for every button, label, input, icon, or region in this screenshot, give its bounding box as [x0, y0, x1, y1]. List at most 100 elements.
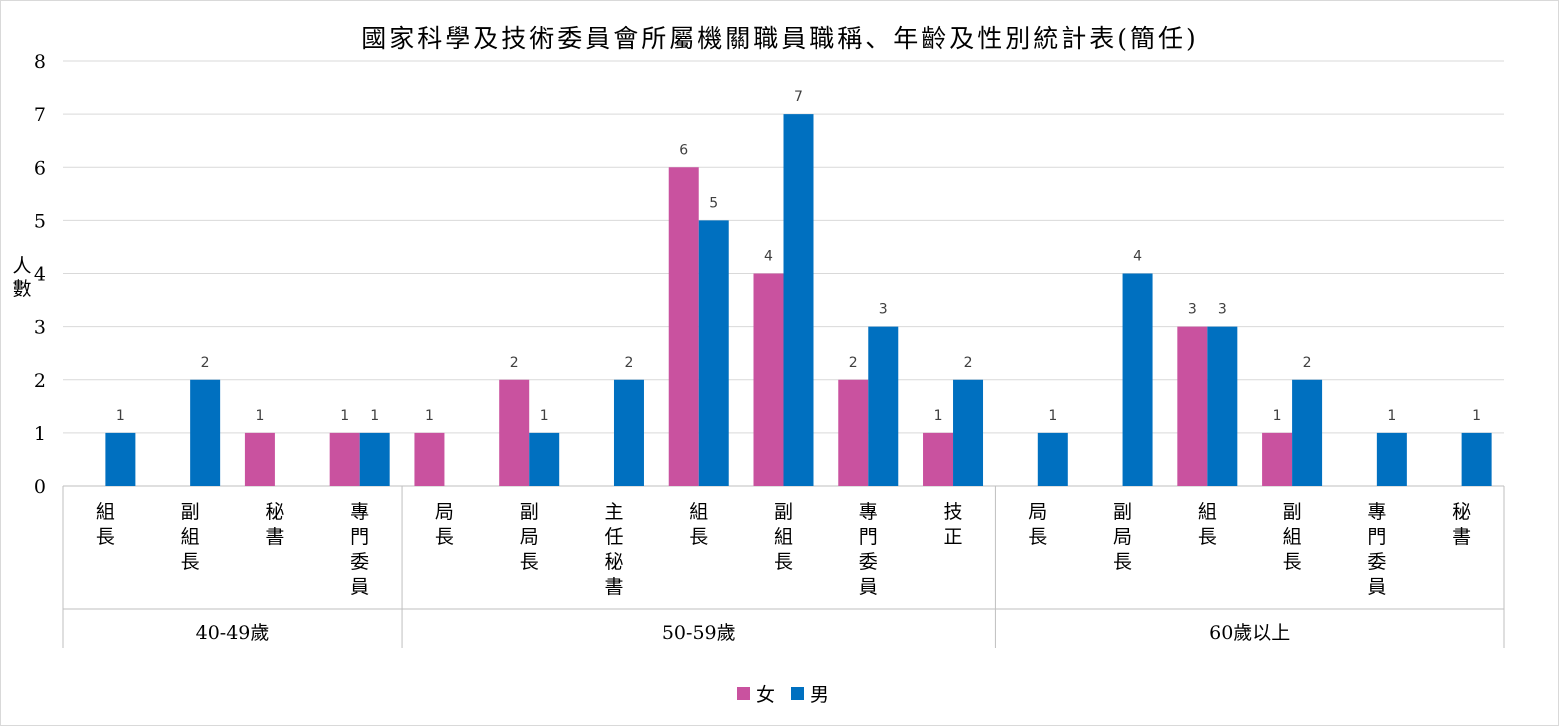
- data-labels: 1 2 1 1 1 1 2 1 2 6 5 4 7 2 3 1 2 1 4 3 3 1 2 1 1: [116, 89, 1481, 424]
- data-label: 1: [540, 408, 549, 424]
- data-label: 6: [679, 142, 688, 158]
- x-group-label: 40-49歲: [196, 622, 270, 644]
- legend-swatch: [737, 687, 750, 700]
- x-category-label: 長: [1028, 526, 1047, 548]
- x-category-label: 局: [1028, 501, 1047, 523]
- bar-female: [499, 379, 530, 486]
- x-category-label: 門: [350, 526, 369, 548]
- x-category-label: 局: [435, 501, 454, 523]
- bar-female: [838, 379, 869, 486]
- x-category-label: 組: [96, 501, 115, 523]
- x-category-label: 副: [1113, 501, 1132, 523]
- x-category-label: 員: [859, 576, 878, 598]
- bar-male: [1292, 379, 1323, 486]
- x-category-label: 門: [1367, 526, 1386, 548]
- data-label: 1: [340, 408, 349, 424]
- data-label: 2: [201, 355, 210, 371]
- x-category-label: 副: [1283, 501, 1302, 523]
- data-label: 4: [764, 249, 773, 265]
- x-category-label: 長: [520, 551, 539, 573]
- x-category-label: 組: [1283, 526, 1302, 548]
- x-category-label: 門: [859, 526, 878, 548]
- x-category-label: 主: [604, 501, 623, 523]
- x-category-label: 書: [1452, 526, 1471, 548]
- x-category-label: 副: [774, 501, 793, 523]
- x-category-label: 組: [1198, 501, 1217, 523]
- bars: [105, 114, 1492, 486]
- y-tick-label: 4: [34, 264, 46, 286]
- bar-male: [783, 114, 814, 486]
- x-category-label: 長: [689, 526, 708, 548]
- data-label: 1: [1273, 408, 1282, 424]
- bar-male: [1376, 432, 1407, 486]
- x-category-label: 副: [181, 501, 200, 523]
- x-category-label: 長: [1283, 551, 1302, 573]
- x-category-label: 組: [181, 526, 200, 548]
- x-category-label: 局: [1113, 526, 1132, 548]
- data-label: 4: [1133, 249, 1142, 265]
- bar-female: [668, 167, 699, 486]
- data-label: 2: [1303, 355, 1312, 371]
- data-label: 2: [849, 355, 858, 371]
- x-category-label: 長: [1198, 526, 1217, 548]
- x-group-label: 60歲以上: [1209, 622, 1290, 644]
- data-label: 2: [625, 355, 634, 371]
- x-category-label: 局: [520, 526, 539, 548]
- x-category-label: 長: [181, 551, 200, 573]
- x-category-label: 長: [774, 551, 793, 573]
- x-category-label: 組: [774, 526, 793, 548]
- x-category-label: 秘: [1452, 501, 1471, 523]
- y-tick-label: 3: [34, 317, 46, 339]
- y-axis-ticks: 0 1 2 3 4 5 6 7 8: [34, 51, 46, 498]
- bar-male: [190, 379, 221, 486]
- chart-title: 國家科學及技術委員會所屬機關職員職稱、年齡及性別統計表(簡任): [361, 24, 1199, 53]
- legend-label: 女: [756, 684, 775, 706]
- bar-female: [244, 432, 275, 486]
- x-category-label: 副: [520, 501, 539, 523]
- x-category-label: 任: [604, 526, 623, 548]
- bar-male: [868, 326, 899, 486]
- data-label: 3: [879, 302, 888, 318]
- y-axis-label: 人數: [12, 255, 31, 300]
- x-category-label: 專: [350, 501, 369, 523]
- legend-swatch: [791, 687, 804, 700]
- bar-female: [753, 273, 784, 486]
- x-group-label: 50-59歲: [662, 622, 736, 644]
- bar-male: [698, 220, 729, 486]
- data-label: 1: [116, 408, 125, 424]
- bar-male: [1122, 273, 1153, 486]
- x-category-label: 技: [944, 501, 963, 523]
- bar-male: [105, 432, 136, 486]
- bar-male: [1207, 326, 1238, 486]
- y-tick-label: 1: [34, 423, 46, 445]
- y-axis-label-char: 人: [12, 255, 31, 277]
- data-label: 3: [1218, 302, 1227, 318]
- bar-male: [953, 379, 984, 486]
- data-label: 1: [934, 408, 943, 424]
- x-category-label: 委: [859, 551, 878, 573]
- x-category-label: 組: [689, 501, 708, 523]
- legend: 女男: [737, 684, 829, 706]
- x-category-label: 長: [435, 526, 454, 548]
- x-category-label: 秘: [265, 501, 284, 523]
- y-tick-label: 7: [34, 104, 46, 126]
- y-axis-label-char: 數: [12, 278, 31, 300]
- data-label: 1: [255, 408, 264, 424]
- bar-female: [1177, 326, 1208, 486]
- bar-male: [1037, 432, 1068, 486]
- bar-male: [1461, 432, 1492, 486]
- x-category-label: 秘: [604, 551, 623, 573]
- data-label: 2: [510, 355, 519, 371]
- data-label: 2: [964, 355, 973, 371]
- x-category-label: 書: [604, 576, 623, 598]
- x-category-label: 委: [350, 551, 369, 573]
- x-category-label: 長: [96, 526, 115, 548]
- data-label: 5: [709, 195, 718, 211]
- bar-female: [329, 432, 360, 486]
- x-category-label: 長: [1113, 551, 1132, 573]
- data-label: 3: [1188, 302, 1197, 318]
- bar-female: [414, 432, 445, 486]
- bar-male: [613, 379, 644, 486]
- x-category-label: 員: [350, 576, 369, 598]
